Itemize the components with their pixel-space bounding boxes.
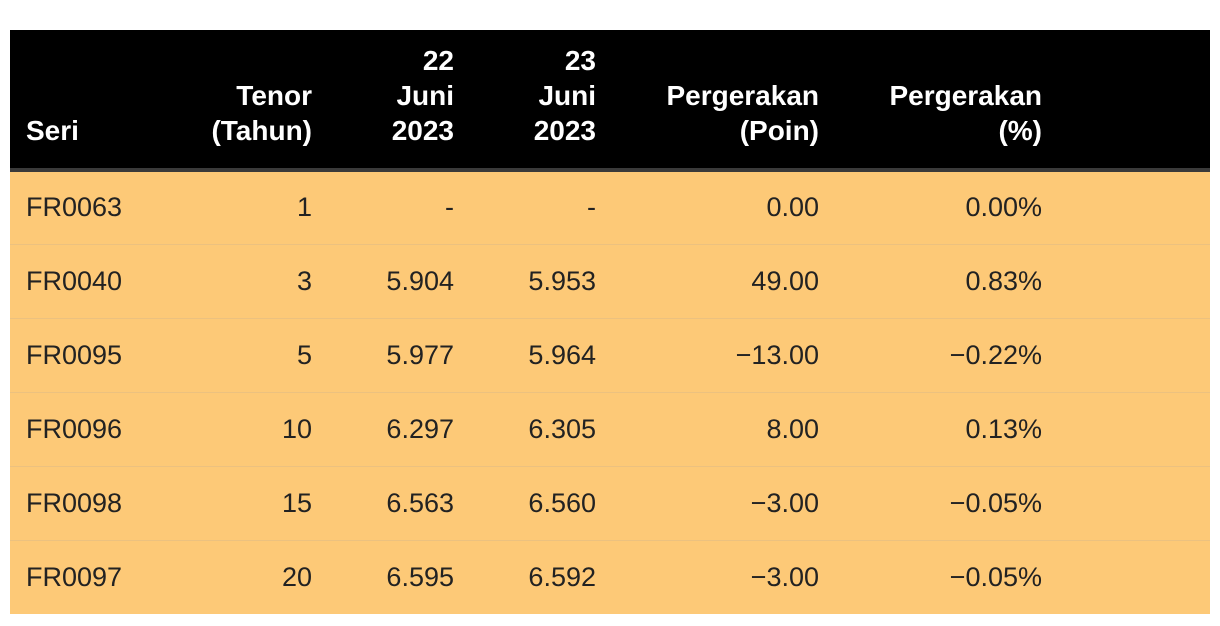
cell-movement-points: −3.00 — [596, 465, 819, 540]
header-movement-percent: Pergerakan (%) — [819, 30, 1042, 172]
cell-spacer — [1042, 465, 1210, 540]
cell-movement-percent: −0.05% — [819, 539, 1042, 614]
header-date-22: 22 Juni 2023 — [312, 30, 454, 172]
cell-spacer — [1042, 170, 1210, 244]
cell-seri: FR0040 — [10, 243, 201, 318]
cell-movement-points: −3.00 — [596, 539, 819, 614]
header-seri: Seri — [10, 30, 201, 172]
cell-yield-22: 6.297 — [312, 391, 454, 466]
cell-movement-points: 8.00 — [596, 391, 819, 466]
cell-movement-points: 0.00 — [766, 192, 819, 223]
cell-seri: FR0095 — [10, 317, 201, 392]
table-header: Seri Tenor (Tahun) 22 Juni 2023 23 Juni … — [10, 30, 1210, 172]
cell-tenor: 10 — [201, 391, 312, 466]
cell-yield-22: 5.904 — [312, 243, 454, 318]
bond-yield-table: Seri Tenor (Tahun) 22 Juni 2023 23 Juni … — [10, 30, 1210, 614]
table-row: FR0097 20 6.595 6.592 −3.00 −0.05% — [10, 539, 1210, 614]
cell-spacer — [1042, 243, 1210, 318]
cell-spacer — [1042, 539, 1210, 614]
header-date-22-line-2: Juni — [396, 80, 454, 111]
header-date-23-line-2: Juni — [538, 80, 596, 111]
cell-tenor: 20 — [201, 539, 312, 614]
cell-seri: FR0063 — [26, 192, 123, 223]
table-row: FR0096 10 6.297 6.305 8.00 0.13% — [10, 391, 1210, 466]
cell-movement-percent: −0.22% — [819, 317, 1042, 392]
cell-movement-percent: −0.05% — [819, 465, 1042, 540]
cell-movement-percent: 0.00% — [965, 192, 1042, 223]
header-date-23-line-3: 2023 — [533, 115, 596, 146]
table-row: FR0098 15 6.563 6.560 −3.00 −0.05% — [10, 465, 1210, 540]
cell-movement-points: −13.00 — [596, 317, 819, 392]
table-row: FR0063 1 - - 0.00 0.00% — [10, 170, 1210, 244]
cell-yield-23: - — [587, 192, 596, 223]
cell-seri: FR0098 — [10, 465, 201, 540]
cell-yield-23: 5.953 — [454, 243, 596, 318]
cell-yield-22: 6.563 — [312, 465, 454, 540]
cell-yield-23: 5.964 — [454, 317, 596, 392]
header-tenor-line-1: Tenor — [236, 80, 312, 111]
cell-yield-22: 5.977 — [312, 317, 454, 392]
header-tenor: Tenor (Tahun) — [201, 30, 312, 172]
cell-tenor: 1 — [296, 192, 312, 223]
cell-movement-percent: 0.13% — [819, 391, 1042, 466]
header-date-22-line-3: 2023 — [391, 115, 454, 146]
header-movement-points: Pergerakan (Poin) — [596, 30, 819, 172]
bond-yield-table-container: Seri Tenor (Tahun) 22 Juni 2023 23 Juni … — [10, 30, 1210, 614]
cell-yield-22: 6.595 — [312, 539, 454, 614]
cell-movement-points: 49.00 — [596, 243, 819, 318]
cell-seri: FR0097 — [10, 539, 201, 614]
header-movement-percent-line-2: (%) — [998, 115, 1042, 146]
table-row: FR0040 3 5.904 5.953 49.00 0.83% — [10, 243, 1210, 318]
cell-yield-23: 6.592 — [454, 539, 596, 614]
header-movement-points-line-1: Pergerakan — [666, 80, 819, 111]
header-date-23: 23 Juni 2023 — [454, 30, 596, 172]
header-date-22-line-1: 22 — [422, 45, 454, 76]
cell-seri: FR0096 — [10, 391, 201, 466]
cell-movement-percent: 0.83% — [819, 243, 1042, 318]
cell-yield-23: 6.305 — [454, 391, 596, 466]
table-body: FR0063 1 - - 0.00 0.00% FR0040 3 5.904 5… — [10, 170, 1210, 614]
header-row: Seri Tenor (Tahun) 22 Juni 2023 23 Juni … — [10, 30, 1210, 172]
header-movement-percent-line-1: Pergerakan — [889, 80, 1042, 111]
cell-yield-22: - — [445, 192, 454, 223]
cell-spacer — [1042, 317, 1210, 392]
cell-tenor: 15 — [201, 465, 312, 540]
header-spacer — [1042, 30, 1210, 172]
header-movement-points-line-2: (Poin) — [739, 115, 819, 146]
header-seri-line: Seri — [26, 115, 79, 146]
cell-tenor: 5 — [201, 317, 312, 392]
header-tenor-line-2: (Tahun) — [211, 115, 312, 146]
cell-spacer — [1042, 391, 1210, 466]
cell-tenor: 3 — [201, 243, 312, 318]
table-row: FR0095 5 5.977 5.964 −13.00 −0.22% — [10, 317, 1210, 392]
cell-yield-23: 6.560 — [454, 465, 596, 540]
header-date-23-line-1: 23 — [564, 45, 596, 76]
